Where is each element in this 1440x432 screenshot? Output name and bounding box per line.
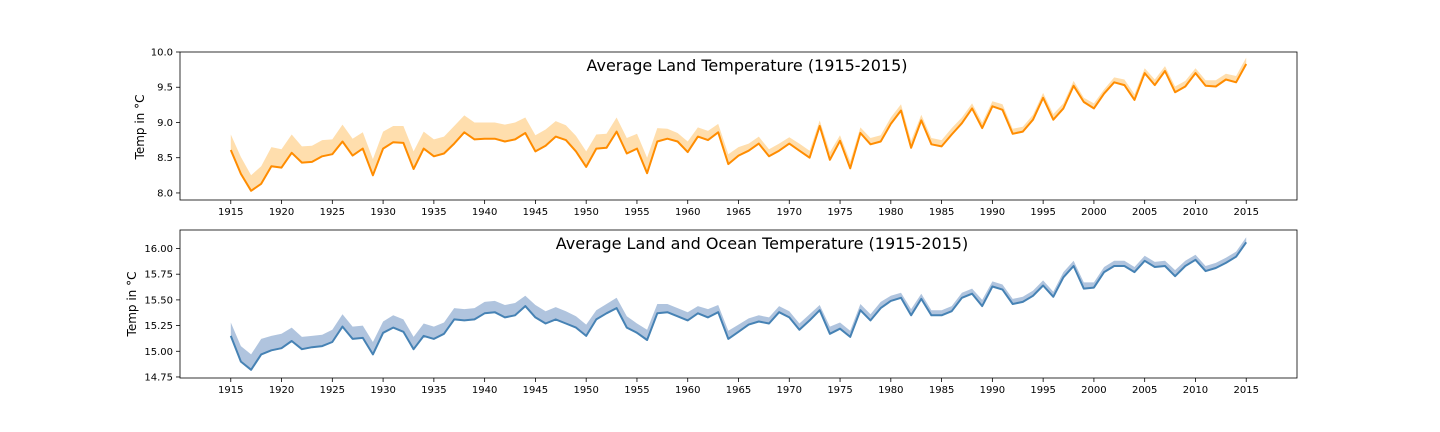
x-tick-label: 1930 — [370, 207, 395, 218]
x-tick-label: 1985 — [929, 207, 954, 218]
chart-title: Average Land and Ocean Temperature (1915… — [556, 234, 968, 253]
x-tick-label: 1940 — [472, 385, 497, 396]
y-axis-label: Temp in °C — [133, 95, 147, 161]
y-tick-label: 15.75 — [144, 270, 173, 281]
x-tick-label: 1945 — [523, 385, 548, 396]
x-tick-label: 1915 — [218, 385, 243, 396]
x-tick-label: 2010 — [1183, 385, 1208, 396]
x-tick-label: 2015 — [1234, 207, 1259, 218]
x-tick-label: 1915 — [218, 207, 243, 218]
x-tick-label: 1965 — [726, 207, 751, 218]
x-tick-label: 2015 — [1234, 385, 1259, 396]
x-tick-label: 1980 — [878, 207, 903, 218]
x-tick-label: 1995 — [1030, 385, 1055, 396]
x-tick-label: 2005 — [1132, 385, 1157, 396]
x-tick-label: 1955 — [624, 207, 649, 218]
y-tick-label: 9.5 — [157, 83, 173, 94]
x-tick-label: 1995 — [1030, 207, 1055, 218]
x-tick-label: 1980 — [878, 385, 903, 396]
x-tick-label: 1975 — [827, 385, 852, 396]
x-tick-label: 1935 — [421, 207, 446, 218]
x-tick-label: 1950 — [573, 385, 598, 396]
x-tick-label: 2000 — [1081, 385, 1106, 396]
land-temperature-chart: Average Land Temperature (1915-2015) Tem… — [133, 48, 1298, 218]
x-tick-label: 1990 — [980, 385, 1005, 396]
y-tick-label: 8.0 — [157, 188, 173, 199]
y-tick-label: 16.00 — [144, 244, 173, 255]
x-tick-label: 1970 — [777, 207, 802, 218]
uncertainty-band — [230, 57, 1247, 191]
y-tick-label: 15.50 — [144, 295, 173, 306]
x-tick-label: 1945 — [523, 207, 548, 218]
x-tick-label: 2000 — [1081, 207, 1106, 218]
chart-title: Average Land Temperature (1915-2015) — [586, 56, 907, 75]
x-tick-label: 1930 — [370, 385, 395, 396]
x-tick-label: 1960 — [675, 385, 700, 396]
x-tick-label: 1935 — [421, 385, 446, 396]
x-tick-label: 1970 — [777, 385, 802, 396]
x-tick-label: 1940 — [472, 207, 497, 218]
y-tick-label: 15.00 — [144, 347, 173, 358]
x-tick-label: 1960 — [675, 207, 700, 218]
x-tick-label: 1925 — [320, 385, 345, 396]
series-line — [229, 241, 1248, 371]
x-tick-label: 2010 — [1183, 207, 1208, 218]
x-tick-label: 1975 — [827, 207, 852, 218]
y-tick-label: 8.5 — [157, 153, 173, 164]
uncertainty-band — [230, 237, 1247, 370]
y-tick-label: 10.0 — [151, 48, 173, 59]
y-tick-label: 14.75 — [144, 372, 173, 383]
land-ocean-temperature-chart: Average Land and Ocean Temperature (1915… — [125, 229, 1298, 396]
x-tick-label: 1920 — [269, 385, 294, 396]
x-tick-label: 2005 — [1132, 207, 1157, 218]
x-tick-label: 1925 — [320, 207, 345, 218]
x-tick-label: 1965 — [726, 385, 751, 396]
x-tick-label: 1920 — [269, 207, 294, 218]
x-tick-label: 1950 — [573, 207, 598, 218]
series-line — [229, 63, 1248, 192]
y-axis-label: Temp in °C — [125, 272, 139, 338]
x-tick-label: 1990 — [980, 207, 1005, 218]
y-tick-label: 15.25 — [144, 321, 173, 332]
x-tick-label: 1985 — [929, 385, 954, 396]
x-tick-label: 1955 — [624, 385, 649, 396]
y-tick-label: 9.0 — [157, 118, 173, 129]
